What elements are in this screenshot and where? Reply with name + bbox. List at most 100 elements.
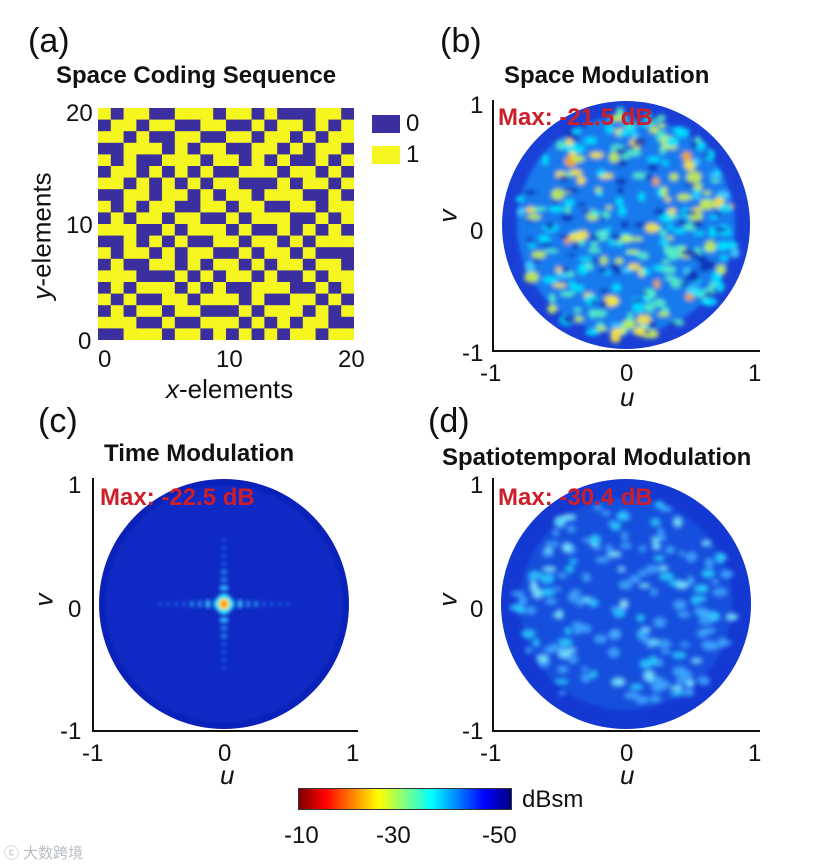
- coding-cell: [251, 154, 265, 167]
- scatter-lobe: [533, 638, 540, 647]
- scatter-lobe: [685, 551, 698, 563]
- scatter-lobe: [627, 263, 641, 271]
- scatter-lobe: [531, 250, 547, 259]
- panel-d-xlabel: u: [620, 760, 635, 790]
- panel-c-ytick-bottom: -1: [60, 718, 82, 745]
- scatter-null: [647, 320, 657, 329]
- coding-cell: [277, 200, 291, 213]
- coding-cell: [123, 154, 137, 167]
- coding-cell: [238, 200, 252, 213]
- coding-cell: [251, 316, 265, 329]
- coding-cell: [302, 247, 316, 260]
- scatter-lobe: [653, 279, 661, 289]
- panel-b-ytick-mid: 0: [470, 218, 484, 245]
- coding-cell: [136, 305, 150, 318]
- coding-cell: [226, 212, 240, 225]
- scatter-null: [666, 321, 678, 327]
- watermark: ⓒ 大数跨境: [4, 845, 84, 862]
- space-modulation-pattern: [502, 101, 750, 349]
- coding-cell: [187, 224, 201, 236]
- coding-cell: [123, 247, 137, 260]
- panel-b-axes: [492, 100, 760, 352]
- coding-cell: [98, 177, 112, 190]
- coding-cell: [213, 328, 227, 340]
- panel-c-max-label: Max: -22.5 dB: [100, 484, 255, 511]
- scatter-lobe: [627, 312, 634, 323]
- coding-cell: [149, 235, 163, 248]
- coding-cell: [290, 200, 304, 213]
- panel-b-xtick-left: -1: [480, 360, 502, 387]
- panel-b-max-label: Max: -21.5 dB: [498, 104, 653, 131]
- coding-cell: [226, 189, 240, 202]
- coding-cell: [251, 142, 265, 155]
- scatter-lobe: [648, 125, 659, 134]
- coding-cell: [341, 235, 354, 248]
- scatter-lobe: [643, 670, 655, 682]
- coding-cell: [315, 247, 329, 260]
- scatter-lobe: [605, 205, 613, 210]
- panel-c-label: (c): [38, 402, 78, 440]
- panel-d-xtick-left: -1: [480, 740, 502, 767]
- coding-cell: [162, 177, 176, 190]
- sidelobe-vertical: [219, 617, 229, 623]
- scatter-lobe: [621, 319, 636, 330]
- coding-cell: [277, 305, 291, 318]
- sidelobe-vertical: [221, 545, 227, 551]
- coding-cell: [98, 282, 112, 294]
- scatter-lobe: [615, 197, 624, 206]
- scatter-lobe: [621, 531, 628, 542]
- coding-cell: [302, 224, 316, 236]
- scatter-lobe: [650, 518, 661, 527]
- coding-cell: [238, 154, 252, 167]
- scatter-lobe: [709, 215, 718, 220]
- scatter-null: [610, 262, 620, 272]
- scatter-null: [644, 173, 654, 181]
- coding-cell: [162, 154, 176, 167]
- coding-cell: [226, 247, 240, 260]
- coding-cell: [264, 142, 278, 155]
- scatter-lobe: [653, 617, 667, 628]
- coding-cell: [187, 282, 201, 294]
- scatter-lobe: [670, 685, 684, 692]
- scatter-lobe: [552, 283, 567, 288]
- scatter-lobe: [548, 205, 565, 213]
- scatter-null: [598, 267, 607, 274]
- coding-cell: [187, 142, 201, 155]
- coding-cell: [315, 142, 329, 155]
- coding-cell: [110, 166, 124, 178]
- scatter-lobe: [571, 589, 581, 598]
- coding-cell: [290, 212, 304, 225]
- legend-swatch-0: [372, 115, 400, 133]
- coding-cell: [277, 177, 291, 190]
- coding-cell: [226, 119, 240, 132]
- coding-cell: [302, 328, 316, 340]
- coding-cell: [315, 270, 329, 283]
- colorbar-tick-right: -50: [482, 822, 517, 849]
- coding-cell: [200, 108, 214, 120]
- panel-a-label: (a): [28, 22, 70, 60]
- coding-cell: [200, 282, 214, 294]
- scatter-null: [526, 235, 533, 244]
- coding-cell: [290, 189, 304, 202]
- scatter-lobe: [657, 527, 664, 538]
- coding-cell: [226, 270, 240, 283]
- scatter-lobe: [659, 237, 668, 247]
- panel-d-axes: [492, 478, 760, 732]
- coding-cell: [251, 200, 265, 213]
- sidelobe-vertical: [220, 625, 228, 631]
- scatter-lobe: [564, 206, 571, 215]
- scatter-lobe: [559, 290, 575, 298]
- scatter-lobe: [716, 241, 729, 251]
- scatter-lobe: [605, 124, 615, 135]
- coding-cell: [277, 224, 291, 236]
- coding-cell: [328, 119, 342, 132]
- coding-cell: [174, 282, 188, 294]
- scatter-lobe: [711, 579, 719, 585]
- coding-cell: [315, 305, 329, 318]
- coding-cell: [136, 224, 150, 236]
- coding-cell: [213, 189, 227, 202]
- coding-cell: [251, 282, 265, 294]
- coding-cell: [226, 305, 240, 318]
- colorbar: [298, 788, 512, 810]
- scatter-lobe: [701, 569, 715, 578]
